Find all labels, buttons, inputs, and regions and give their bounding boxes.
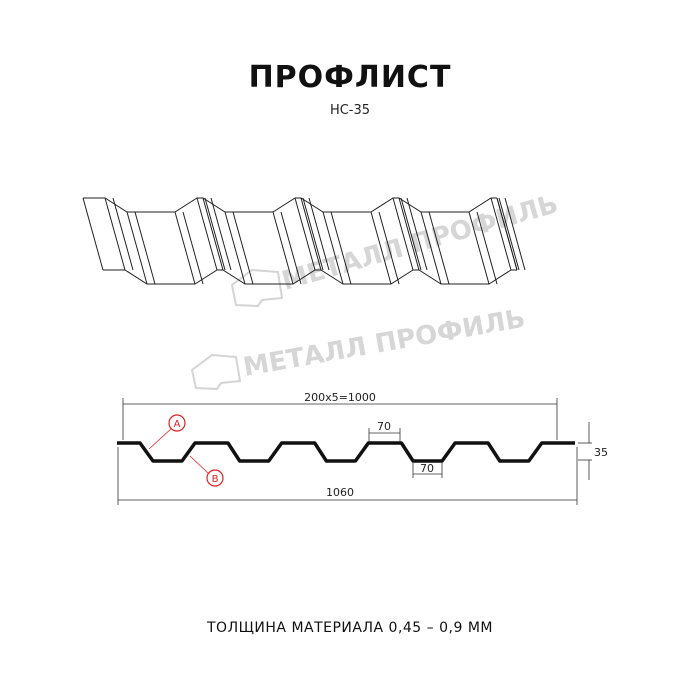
- sheet-groove-line: [134, 211, 156, 285]
- sheet-fold-line: [496, 197, 518, 271]
- sheet-groove-line: [330, 211, 352, 285]
- callout-b: B: [189, 455, 224, 487]
- sheet-groove-line: [498, 197, 520, 271]
- dim-pitch: 200x5=1000: [304, 391, 376, 404]
- dimension-lines: [117, 398, 592, 505]
- sheet-fold-line: [420, 211, 442, 285]
- sheet-fold-line: [126, 211, 148, 285]
- dim-total-width: 1060: [326, 486, 354, 499]
- sheet-fold-line: [174, 211, 196, 285]
- dim-top-width: 70: [377, 420, 391, 433]
- sheet-fold-line: [370, 211, 392, 285]
- sheet-fold-line: [202, 197, 224, 271]
- sheet-fold-line: [272, 211, 294, 285]
- sheet-groove-line: [112, 197, 134, 271]
- profile-line: [117, 441, 575, 463]
- sheet-top-edge: [83, 197, 497, 213]
- sheet-fold-line: [82, 197, 104, 271]
- sheet-groove-line: [280, 211, 302, 285]
- sheet-fold-line: [196, 197, 218, 271]
- profile-cross-section: [117, 441, 575, 463]
- sheet-groove-line: [204, 197, 226, 271]
- sheet-groove-line: [400, 197, 422, 271]
- sheet-fold-line: [490, 197, 512, 271]
- sheet-groove-line: [232, 211, 254, 285]
- page-title: ПРОФЛИСТ: [248, 60, 452, 95]
- sheet-groove-line: [378, 211, 400, 285]
- sheet-groove-line: [182, 211, 204, 285]
- sheet-groove-line: [476, 211, 498, 285]
- sheet-fold-line: [392, 197, 414, 271]
- sheet-groove-line: [406, 197, 428, 271]
- sheet-groove-line: [308, 197, 330, 271]
- dim-height: 35: [594, 446, 608, 459]
- svg-text:B: B: [212, 474, 219, 485]
- sheet-fold-line: [398, 197, 420, 271]
- svg-text:A: A: [174, 419, 181, 430]
- sheet-fold-line: [104, 197, 126, 271]
- sheet-groove-line: [428, 211, 450, 285]
- watermark-text-2: МЕТАЛЛ ПРОФИЛЬ: [241, 304, 527, 383]
- sheet-groove-line: [504, 197, 526, 271]
- watermark-logo: [190, 268, 284, 391]
- sheet-fold-line: [300, 197, 322, 271]
- sheet-groove-line: [210, 197, 232, 271]
- sheet-groove-line: [302, 197, 324, 271]
- product-code: НС-35: [329, 103, 371, 118]
- sheet-fold-line: [224, 211, 246, 285]
- sheet-fold-line: [322, 211, 344, 285]
- dim-bottom-width: 70: [420, 462, 434, 475]
- sheet-fold-line: [468, 211, 490, 285]
- sheet-3d-view: [82, 197, 526, 285]
- sheet-fold-line: [294, 197, 316, 271]
- callout-a: A: [148, 414, 186, 450]
- material-thickness: ТОЛЩИНА МАТЕРИАЛА 0,45 – 0,9 ММ: [207, 620, 493, 636]
